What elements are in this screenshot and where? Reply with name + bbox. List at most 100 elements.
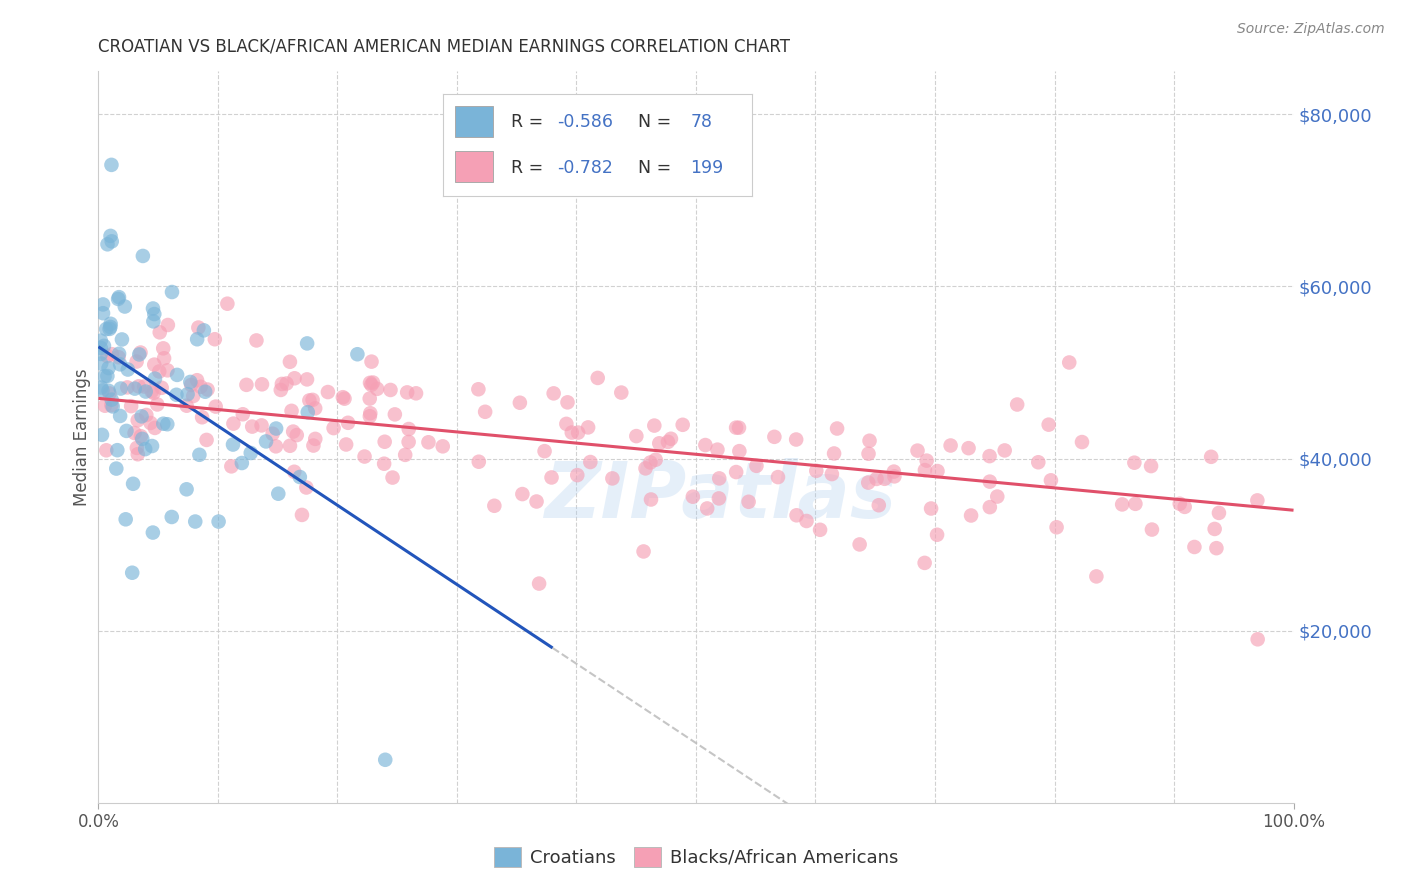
Point (176, 483, 198, 497)
Point (288, 470, 311, 484)
Point (957, 441, 980, 455)
Point (283, 425, 305, 439)
Point (165, 388, 187, 402)
Point (1085, 569, 1108, 583)
Point (1045, 520, 1067, 534)
Point (1057, 355, 1080, 369)
Point (217, 296, 239, 310)
Point (374, 753, 396, 767)
Point (166, 368, 188, 382)
Point (725, 465, 748, 479)
Text: -0.782: -0.782 (557, 159, 613, 177)
Point (90, 380, 112, 394)
Point (270, 383, 292, 397)
Point (142, 525, 165, 540)
Point (725, 420, 748, 434)
Point (96, 443, 118, 458)
Point (359, 376, 381, 390)
Point (848, 537, 870, 551)
Point (555, 417, 578, 431)
Point (127, 413, 149, 427)
Point (96, 369, 118, 384)
Point (96, 237, 118, 252)
Point (865, 472, 887, 486)
Point (707, 491, 730, 506)
Point (156, 417, 179, 432)
Point (1039, 473, 1062, 487)
Point (883, 465, 905, 479)
Point (366, 382, 388, 396)
Point (108, 290, 131, 304)
Point (222, 437, 245, 451)
Point (240, 419, 263, 434)
Point (579, 455, 602, 469)
Point (100, 235, 122, 249)
Point (98, 386, 121, 401)
Point (114, 512, 136, 526)
Point (131, 409, 153, 424)
Point (91, 428, 114, 442)
Point (648, 436, 671, 450)
Point (143, 421, 166, 435)
Point (127, 447, 149, 461)
Point (763, 430, 786, 444)
Point (640, 455, 662, 469)
Point (128, 379, 150, 393)
Point (384, 408, 406, 422)
Point (737, 495, 759, 509)
Point (278, 439, 301, 453)
Point (994, 443, 1017, 458)
Point (1204, 522, 1226, 536)
Point (567, 468, 589, 483)
Point (146, 397, 169, 411)
Point (785, 433, 807, 447)
Point (1168, 497, 1191, 511)
Y-axis label: Median Earnings: Median Earnings (73, 368, 91, 506)
Point (567, 425, 589, 440)
Point (100, 158, 122, 172)
Point (359, 392, 381, 406)
Text: CROATIAN VS BLACK/AFRICAN AMERICAN MEDIAN EARNINGS CORRELATION CHART: CROATIAN VS BLACK/AFRICAN AMERICAN MEDIA… (98, 38, 790, 56)
Legend: Croatians, Blacks/African Americans: Croatians, Blacks/African Americans (494, 847, 898, 867)
Bar (456, 106, 492, 136)
Point (643, 418, 665, 433)
Point (540, 470, 562, 484)
Point (337, 416, 360, 430)
Point (304, 401, 326, 416)
Point (149, 326, 172, 340)
Point (194, 384, 217, 399)
Point (914, 556, 936, 570)
Point (706, 442, 728, 457)
Point (90, 357, 112, 371)
Point (190, 380, 212, 394)
Point (821, 467, 844, 481)
Point (96, 322, 118, 336)
Point (100, 228, 122, 243)
Point (796, 514, 818, 528)
Point (602, 471, 624, 485)
Point (100, 317, 122, 331)
Point (432, 439, 454, 453)
Point (156, 318, 179, 332)
Point (1125, 497, 1147, 511)
Point (380, 383, 402, 397)
Point (120, 399, 142, 413)
Point (509, 395, 531, 409)
Point (204, 332, 226, 346)
Point (766, 470, 789, 484)
Point (111, 333, 134, 347)
Point (474, 405, 496, 419)
Point (512, 487, 534, 501)
Point (94, 399, 117, 413)
Point (176, 399, 198, 413)
Point (418, 435, 440, 450)
Text: R =: R = (510, 159, 548, 177)
Point (90, 347, 112, 361)
Point (204, 400, 226, 414)
Point (1174, 500, 1197, 514)
Point (97, 384, 120, 398)
Point (115, 424, 138, 438)
Point (374, 434, 396, 449)
Point (117, 380, 139, 394)
Point (264, 421, 287, 435)
